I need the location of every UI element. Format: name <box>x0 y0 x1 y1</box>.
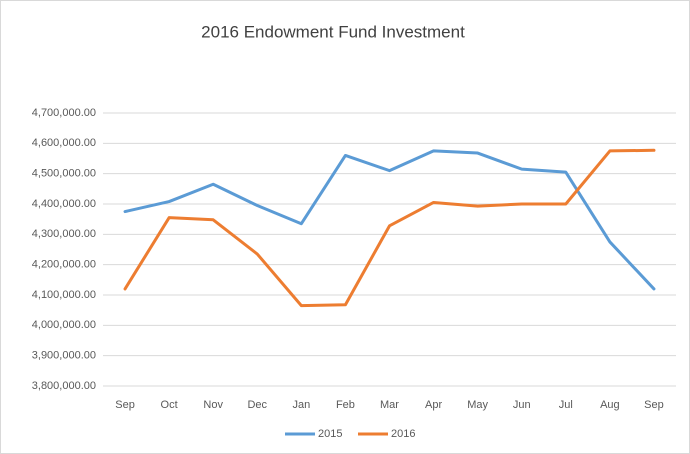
y-tick-label: 4,200,000.00 <box>32 259 96 271</box>
y-tick-label: 4,300,000.00 <box>32 228 96 240</box>
x-tick-label: May <box>467 399 488 411</box>
legend-label: 2016 <box>391 428 415 440</box>
x-tick-label: Feb <box>336 399 355 411</box>
y-tick-label: 4,400,000.00 <box>32 198 96 210</box>
y-tick-label: 4,000,000.00 <box>32 319 96 331</box>
y-tick-label: 4,600,000.00 <box>32 137 96 149</box>
x-tick-label: Oct <box>161 399 178 411</box>
y-tick-label: 4,500,000.00 <box>32 168 96 180</box>
series-line <box>123 149 656 291</box>
legend-label: 2015 <box>318 428 342 440</box>
x-tick-label: Sep <box>115 399 135 411</box>
x-tick-label: Dec <box>247 399 267 411</box>
y-tick-label: 4,700,000.00 <box>32 107 96 119</box>
x-tick-label: Sep <box>644 399 664 411</box>
x-tick-label: Jan <box>292 399 310 411</box>
x-tick-label: Jun <box>513 399 531 411</box>
x-tick-label: Apr <box>425 399 442 411</box>
x-tick-label: Mar <box>380 399 399 411</box>
x-tick-label: Jul <box>559 399 573 411</box>
x-tick-label: Aug <box>600 399 620 411</box>
y-tick-label: 3,900,000.00 <box>32 350 96 362</box>
chart-title: 2016 Endowment Fund Investment <box>201 22 465 41</box>
y-tick-label: 3,800,000.00 <box>32 380 96 392</box>
series-line <box>123 148 656 308</box>
y-tick-label: 4,100,000.00 <box>32 289 96 301</box>
x-tick-label: Nov <box>203 399 223 411</box>
